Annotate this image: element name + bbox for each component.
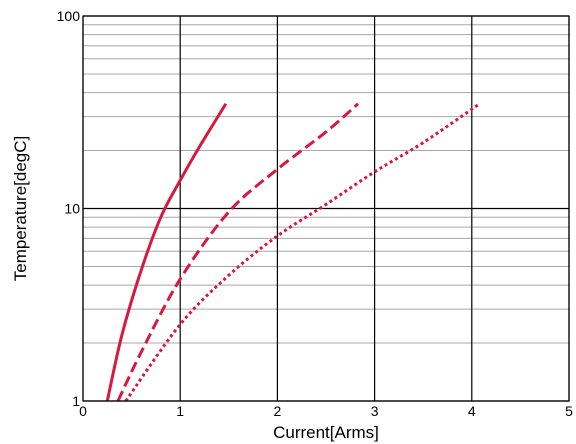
x-tick-label: 5	[565, 403, 573, 419]
series-layer	[105, 102, 481, 402]
plot-frame	[82, 15, 570, 402]
y-tick-label: 10	[64, 201, 80, 217]
y-axis-label: Temperature[degC]	[11, 136, 30, 282]
x-tick-label: 4	[468, 403, 476, 419]
grid	[82, 15, 570, 402]
series-line-dotted	[124, 102, 481, 402]
y-tick-label: 1	[72, 393, 80, 409]
x-tick-label: 0	[79, 403, 87, 419]
x-tick-label: 2	[274, 403, 282, 419]
y-tick-label: 100	[57, 8, 81, 24]
x-axis-label: Current[Arms]	[273, 423, 379, 442]
x-tick-label: 1	[176, 403, 184, 419]
series-line-solid	[105, 102, 228, 402]
series-line-dashed	[116, 102, 360, 402]
x-tick-label: 3	[371, 403, 379, 419]
